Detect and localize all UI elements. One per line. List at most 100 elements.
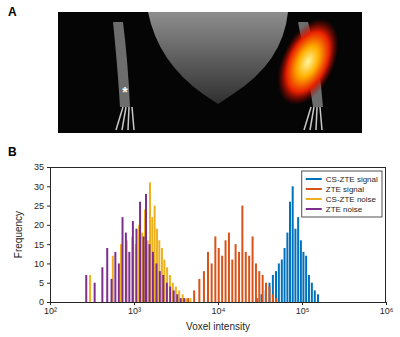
stem [308, 275, 310, 302]
tick: 10³ [128, 302, 141, 316]
stem [143, 236, 145, 302]
tick: 5 [39, 278, 50, 288]
tick-label: 25 [34, 201, 44, 211]
stem [292, 186, 294, 302]
stem [145, 194, 147, 302]
stem [317, 294, 319, 302]
series [86, 194, 184, 302]
legend-entry: CS-ZTE signal [306, 175, 378, 184]
stem [302, 252, 304, 302]
tick-mark [386, 302, 387, 305]
image-digit [128, 107, 129, 130]
frame [385, 167, 386, 302]
stem [154, 206, 156, 302]
tick-mark [47, 167, 50, 168]
stem [169, 275, 171, 302]
stem [166, 283, 168, 302]
stem [135, 229, 137, 302]
tick-label: 5 [39, 278, 44, 288]
stem [297, 217, 299, 302]
stem [305, 256, 307, 302]
stem [132, 221, 134, 302]
tick-label: 20 [34, 220, 44, 230]
tick-label: 10 [34, 259, 44, 269]
stem [180, 298, 182, 302]
stem [238, 252, 240, 302]
tick-mark [47, 263, 50, 264]
legend-label: ZTE noise [326, 205, 363, 214]
stem [272, 275, 274, 302]
tick-label: 10⁴ [212, 306, 226, 316]
stem [228, 233, 230, 302]
stem [185, 298, 187, 302]
stem [111, 279, 113, 302]
tick-label: 10⁶ [380, 306, 394, 316]
tick-label: 0 [39, 297, 44, 307]
stem [278, 263, 280, 302]
legend-label: CS-ZTE noise [326, 195, 377, 204]
legend-entry: ZTE signal [306, 185, 364, 194]
tick-mark [302, 302, 303, 305]
stem [149, 244, 151, 302]
legend-swatch [306, 198, 322, 200]
stem [311, 283, 313, 302]
image-digit [132, 107, 134, 130]
image-digit [320, 107, 322, 130]
stem [275, 298, 277, 302]
stem [182, 294, 184, 302]
legend-label: ZTE signal [326, 185, 364, 194]
stem [139, 202, 141, 302]
image-body [148, 12, 288, 104]
stem [89, 275, 91, 302]
stem [156, 229, 158, 302]
stem [118, 263, 120, 302]
panel-label: A [8, 5, 17, 19]
stem [258, 271, 260, 302]
tick-label: 35 [34, 162, 44, 172]
axis-line [50, 168, 51, 303]
stem [268, 283, 270, 302]
stem [162, 275, 164, 302]
stem [189, 298, 191, 302]
stem [178, 290, 180, 302]
tick-mark [134, 302, 135, 305]
stem [211, 263, 213, 302]
tick: 15 [34, 240, 50, 250]
stem [159, 271, 161, 302]
stem [169, 287, 171, 302]
tick-mark [47, 302, 50, 303]
tick-mark [218, 302, 219, 305]
stem [265, 283, 267, 302]
stem [183, 298, 185, 302]
stem [172, 283, 174, 302]
stem [114, 252, 116, 302]
stem [122, 217, 124, 302]
stem [294, 229, 296, 302]
stem [155, 263, 157, 302]
stem [268, 287, 270, 302]
legend-swatch [306, 188, 322, 190]
stem [101, 267, 103, 302]
stem [176, 294, 178, 302]
stem [149, 182, 151, 302]
tick: 10² [44, 302, 57, 316]
stem [151, 217, 153, 302]
stem [275, 271, 277, 302]
stem [161, 248, 163, 302]
tick-mark [47, 283, 50, 284]
tick: 20 [34, 220, 50, 230]
stem [262, 275, 264, 302]
stem [272, 294, 274, 302]
stem [284, 248, 286, 302]
tick: 25 [34, 201, 50, 211]
stem [221, 256, 223, 302]
stem [112, 256, 114, 302]
tick: 10 [34, 259, 50, 269]
tick-label: 10⁵ [296, 306, 310, 316]
tick-mark [47, 225, 50, 226]
legend-entry: CS-ZTE noise [306, 195, 377, 204]
stem [94, 283, 96, 302]
legend-swatch [306, 208, 322, 210]
stem [252, 236, 254, 302]
image-heat-overlay [265, 9, 351, 114]
